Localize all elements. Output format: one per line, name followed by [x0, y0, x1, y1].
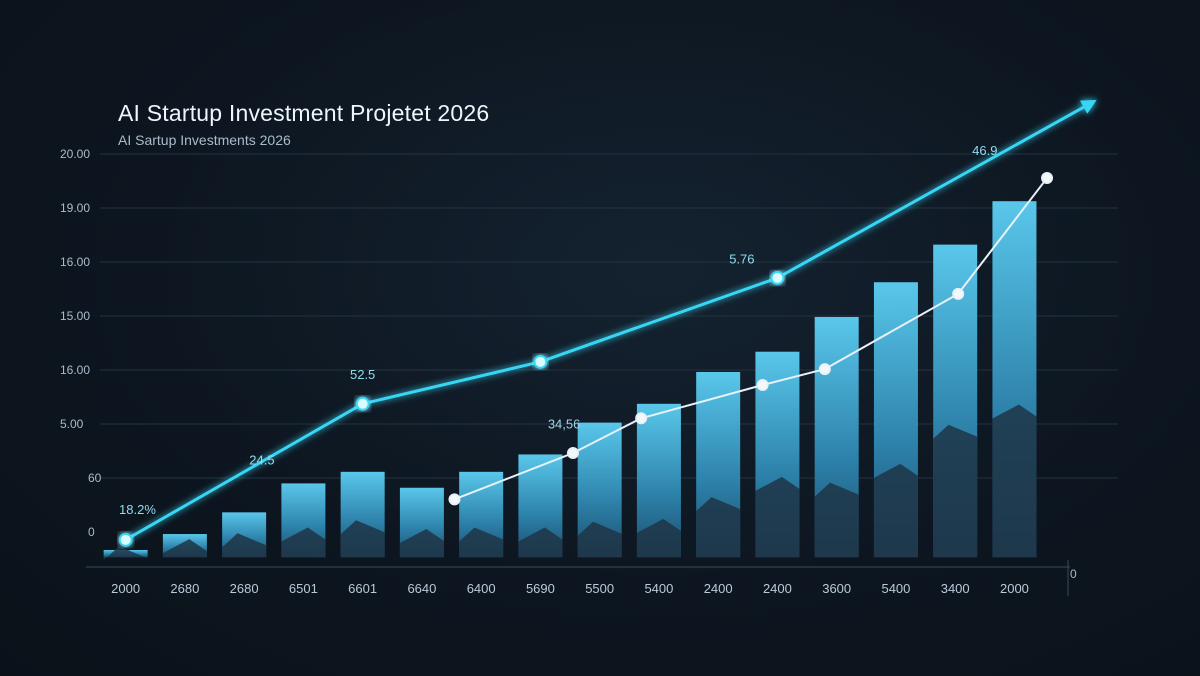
y-tick-label: 16.00	[60, 363, 90, 377]
data-label: 34,56	[548, 416, 581, 431]
right-axis-tick-label: 0	[1070, 567, 1077, 581]
line-point	[952, 287, 965, 300]
x-tick-label: 5400	[644, 581, 673, 596]
bar-shade	[340, 520, 385, 558]
x-tick-label: 5690	[526, 581, 555, 596]
y-tick-label: 15.00	[60, 309, 90, 323]
bar-shade	[992, 404, 1037, 558]
x-tick-label: 6501	[289, 581, 318, 596]
bars	[103, 201, 1037, 561]
x-tick-label: 6640	[407, 581, 436, 596]
y-tick-label: 60	[88, 471, 102, 485]
x-tick-label: 2680	[230, 581, 259, 596]
line-point	[567, 447, 579, 460]
x-tick-label: 2000	[1000, 581, 1029, 596]
x-tick-label: 5400	[881, 581, 910, 596]
data-label: 24.5	[249, 453, 274, 468]
x-tick-label: 2000	[111, 581, 140, 596]
bar-shade	[577, 521, 622, 558]
x-axis-ticks: 2000 2680 2680 6501 6601 6640 6400 5690 5500 5400…	[111, 581, 1029, 596]
x-tick-label: 6601	[348, 581, 377, 596]
bar-shade	[696, 497, 741, 558]
x-tick-label: 2680	[170, 581, 199, 596]
line-point	[756, 378, 769, 391]
y-tick-label: 5.00	[60, 417, 84, 431]
data-label: 52.5	[350, 367, 375, 382]
line-point	[355, 396, 370, 411]
x-tick-label: 3600	[822, 581, 851, 596]
y-tick-label: 16.00	[60, 255, 90, 269]
bar-shade	[459, 527, 504, 558]
x-tick-label: 3400	[941, 581, 970, 596]
bar-shade	[933, 424, 978, 558]
x-tick-label: 5500	[585, 581, 614, 596]
y-axis-ticks: 20.00 19.00 16.00 15.00 16.00 5.00 60 0 0	[60, 147, 1077, 581]
x-tick-label: 6400	[467, 581, 496, 596]
bar-shade	[518, 527, 563, 558]
bar-shade	[281, 527, 326, 558]
bar-shade	[755, 476, 800, 558]
data-label: 18.2%	[119, 502, 156, 517]
bar-shade	[103, 546, 148, 561]
bar-shade	[222, 533, 267, 558]
line-point	[818, 363, 831, 376]
x-tick-label: 2400	[704, 581, 733, 596]
data-label: 46.9	[972, 143, 997, 158]
line-point	[533, 354, 548, 369]
line-point	[770, 270, 785, 285]
data-label: 5.76	[729, 251, 754, 266]
chart-title: AI Startup Investment Projetet 2026	[118, 100, 490, 126]
bar-shade	[873, 463, 918, 558]
data-labels: 18.2% 24.5 52.5 5.76 46.9 34,56	[119, 143, 997, 517]
trend-lines	[118, 99, 1097, 547]
bar-shade	[162, 539, 207, 558]
y-tick-label: 0	[88, 525, 95, 539]
chart-subtitle: AI Sartup Investments 2026	[118, 132, 291, 148]
y-tick-label: 19.00	[60, 201, 90, 215]
bar-shade	[814, 482, 859, 558]
line-point	[635, 412, 648, 425]
line-point	[118, 532, 133, 547]
bar-shade	[636, 518, 681, 558]
line-point	[1041, 172, 1054, 185]
bar-shade	[399, 528, 444, 558]
line-point	[448, 493, 461, 506]
x-tick-label: 2400	[763, 581, 792, 596]
y-tick-label: 20.00	[60, 147, 90, 161]
